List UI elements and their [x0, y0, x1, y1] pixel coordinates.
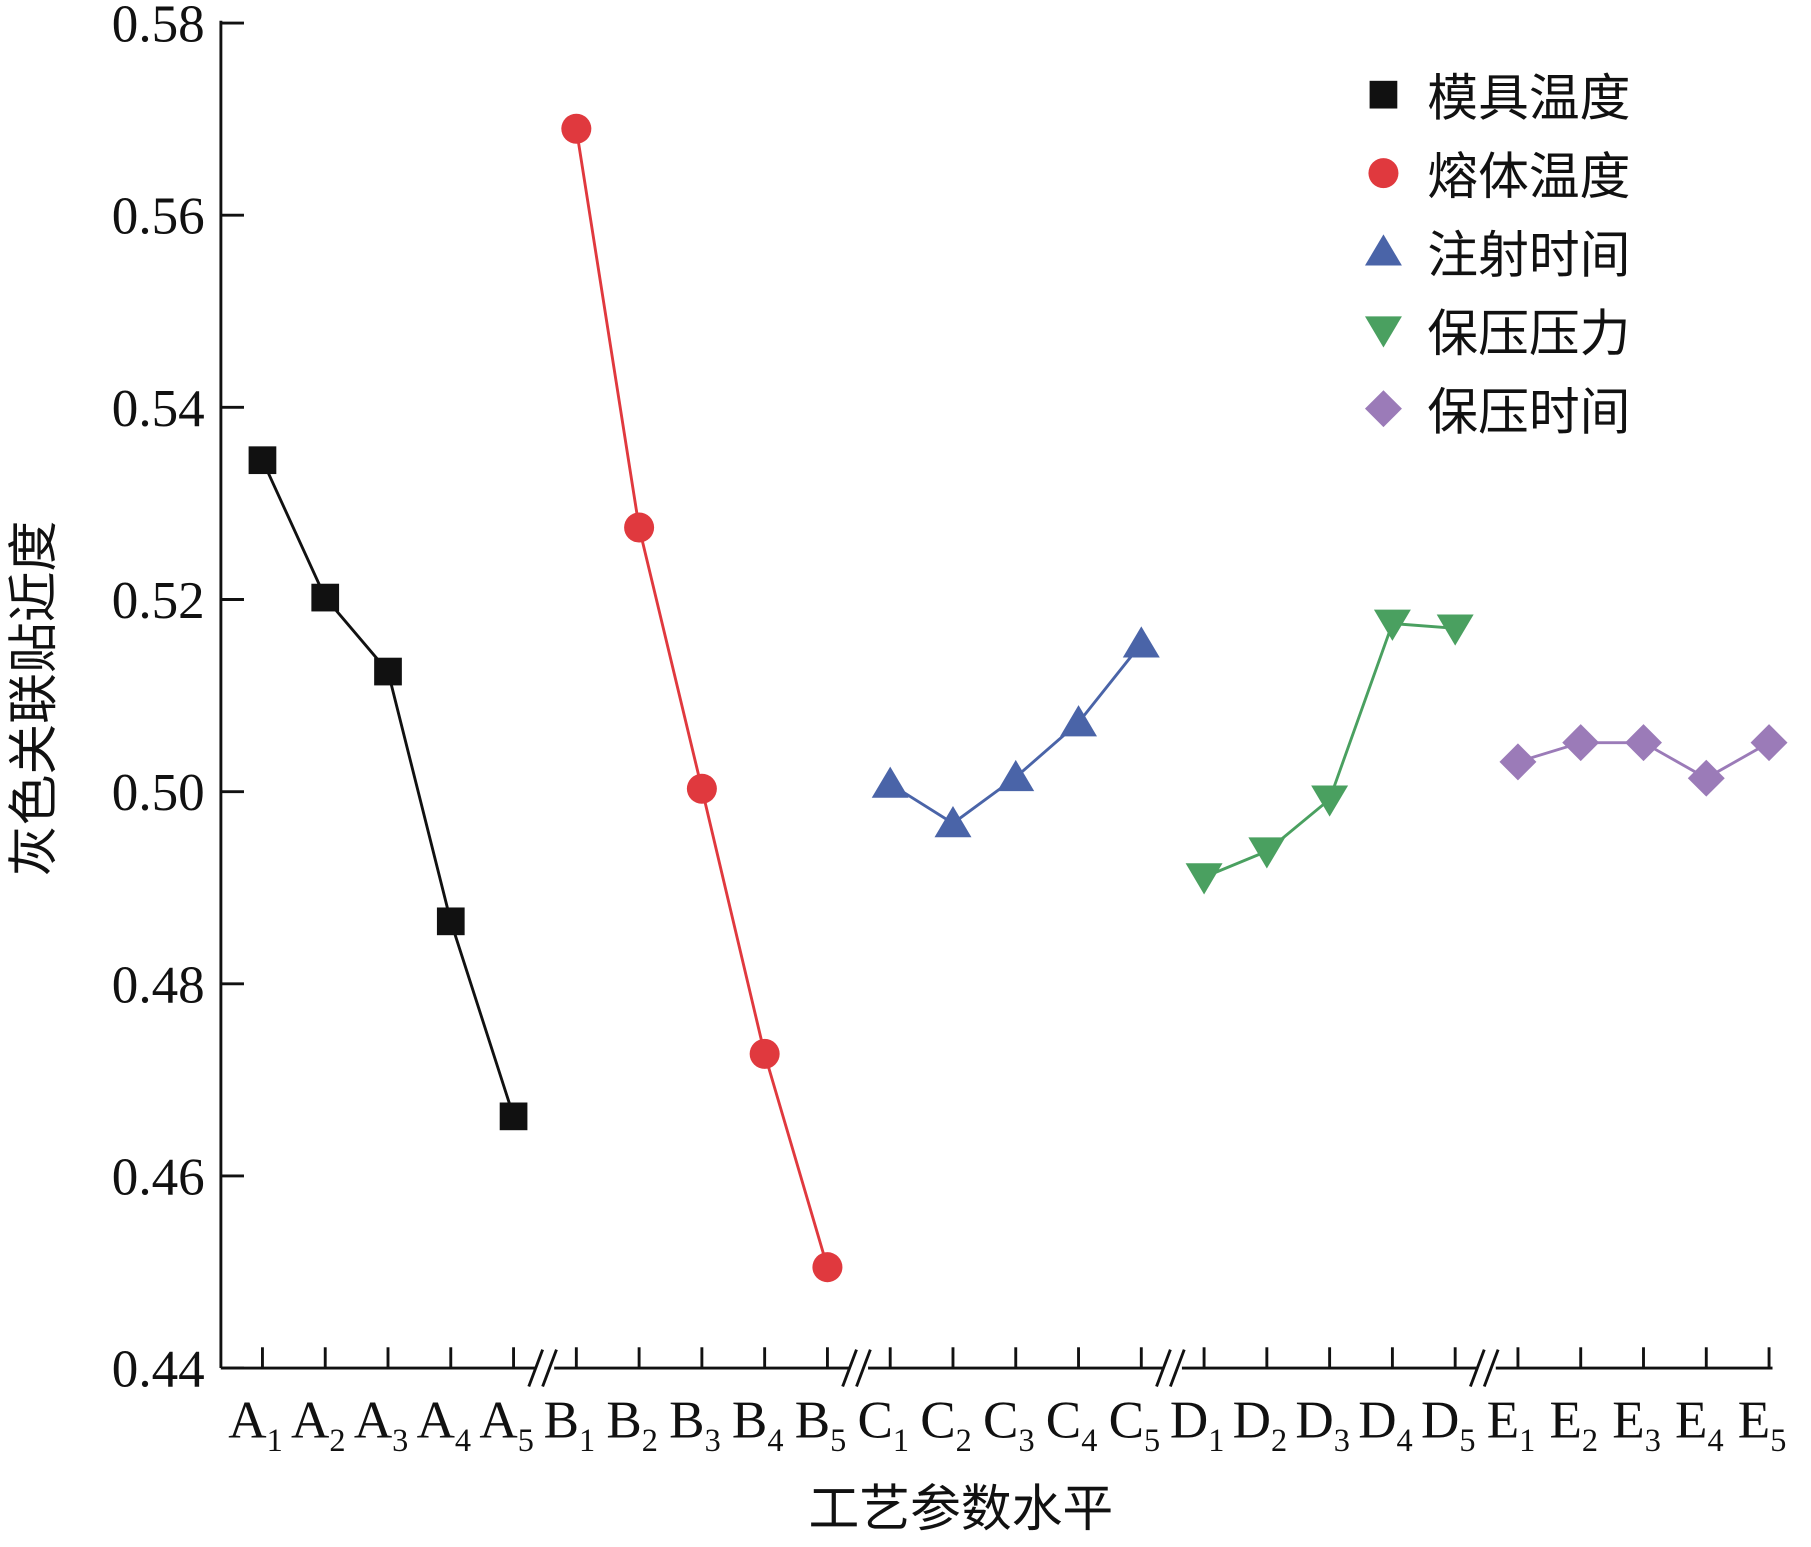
y-tick-label: 0.44 — [112, 1341, 205, 1399]
x-tick-label: A1 — [228, 1391, 282, 1458]
x-tick-label: D2 — [1233, 1391, 1287, 1458]
marker — [561, 113, 592, 144]
y-axis-label: 灰色关联贴近度 — [6, 521, 62, 876]
series-line — [574, 128, 829, 1268]
y-tick-label: 0.46 — [112, 1148, 205, 1206]
marker — [1060, 705, 1097, 737]
axis-break — [541, 1349, 558, 1388]
series-line — [889, 642, 1143, 826]
x-tick-label: C1 — [857, 1391, 909, 1458]
axis-break — [527, 1349, 544, 1388]
x-tick-label: C3 — [983, 1391, 1035, 1458]
x-tick-label: C2 — [920, 1391, 972, 1458]
y-tick-label: 0.50 — [112, 764, 205, 822]
y-tick-label: 0.56 — [112, 188, 205, 246]
marker — [1185, 863, 1223, 895]
axis-break — [1169, 1349, 1186, 1388]
x-tick-label: A2 — [291, 1391, 346, 1458]
x-tick-label: C5 — [1109, 1391, 1161, 1458]
x-tick-label: E1 — [1487, 1391, 1536, 1458]
legend-label: 保压时间 — [1427, 384, 1630, 440]
legend-label: 熔体温度 — [1427, 149, 1630, 205]
marker — [1499, 743, 1537, 781]
x-tick-label: E4 — [1675, 1391, 1724, 1458]
marker — [1368, 158, 1399, 189]
legend-label: 注射时间 — [1427, 227, 1630, 283]
x-tick-label: E2 — [1550, 1391, 1599, 1458]
x-tick-label: B2 — [606, 1391, 658, 1458]
marker — [624, 512, 655, 543]
marker — [248, 446, 277, 475]
x-tick-label: D1 — [1170, 1391, 1224, 1458]
x-axis-label: 工艺参数水平 — [809, 1481, 1114, 1537]
x-tick-label: D4 — [1358, 1391, 1413, 1458]
series-line — [1203, 621, 1456, 879]
x-tick-label: A5 — [479, 1391, 533, 1458]
marker — [749, 1038, 780, 1069]
axis-break — [855, 1349, 872, 1388]
x-tick-label: B1 — [544, 1391, 596, 1458]
x-tick-label: B5 — [795, 1391, 847, 1458]
x-tick-label: A3 — [354, 1391, 408, 1458]
marker — [436, 907, 465, 936]
marker — [1369, 80, 1398, 109]
axis-break — [1155, 1349, 1172, 1388]
marker — [1373, 609, 1411, 641]
x-tick-label: C4 — [1046, 1391, 1098, 1458]
axis-break — [841, 1349, 858, 1388]
axis-break — [1482, 1349, 1500, 1388]
marker — [1750, 724, 1788, 762]
marker — [1687, 759, 1725, 797]
marker — [871, 766, 909, 798]
marker — [1248, 837, 1286, 869]
marker — [1122, 626, 1160, 658]
marker — [812, 1252, 843, 1283]
x-tick-label: B3 — [669, 1391, 721, 1458]
legend-label: 模具温度 — [1427, 70, 1630, 126]
x-tick-label: A4 — [417, 1391, 471, 1458]
marker — [1436, 614, 1474, 646]
x-tick-label: E3 — [1612, 1391, 1661, 1458]
marker — [934, 806, 972, 838]
y-tick-label: 0.58 — [112, 0, 205, 54]
legend-label: 保压压力 — [1427, 306, 1630, 362]
marker — [374, 657, 402, 686]
y-tick-label: 0.54 — [112, 380, 205, 438]
x-tick-label: B4 — [732, 1391, 784, 1458]
x-tick-label: D3 — [1295, 1391, 1350, 1458]
marker — [1364, 234, 1402, 266]
x-tick-label: E5 — [1738, 1391, 1787, 1458]
x-tick-label: D5 — [1421, 1391, 1476, 1458]
marker — [1625, 724, 1662, 762]
marker — [499, 1102, 528, 1131]
marker — [686, 773, 717, 804]
marker — [311, 583, 340, 612]
axis-break — [1469, 1349, 1486, 1388]
marker — [1562, 724, 1600, 762]
marker — [1364, 390, 1402, 428]
y-tick-label: 0.48 — [112, 956, 205, 1014]
y-tick-label: 0.52 — [112, 572, 205, 630]
marker — [1311, 785, 1349, 817]
marker — [1364, 316, 1402, 348]
series-line — [261, 459, 515, 1117]
marker — [997, 759, 1035, 792]
